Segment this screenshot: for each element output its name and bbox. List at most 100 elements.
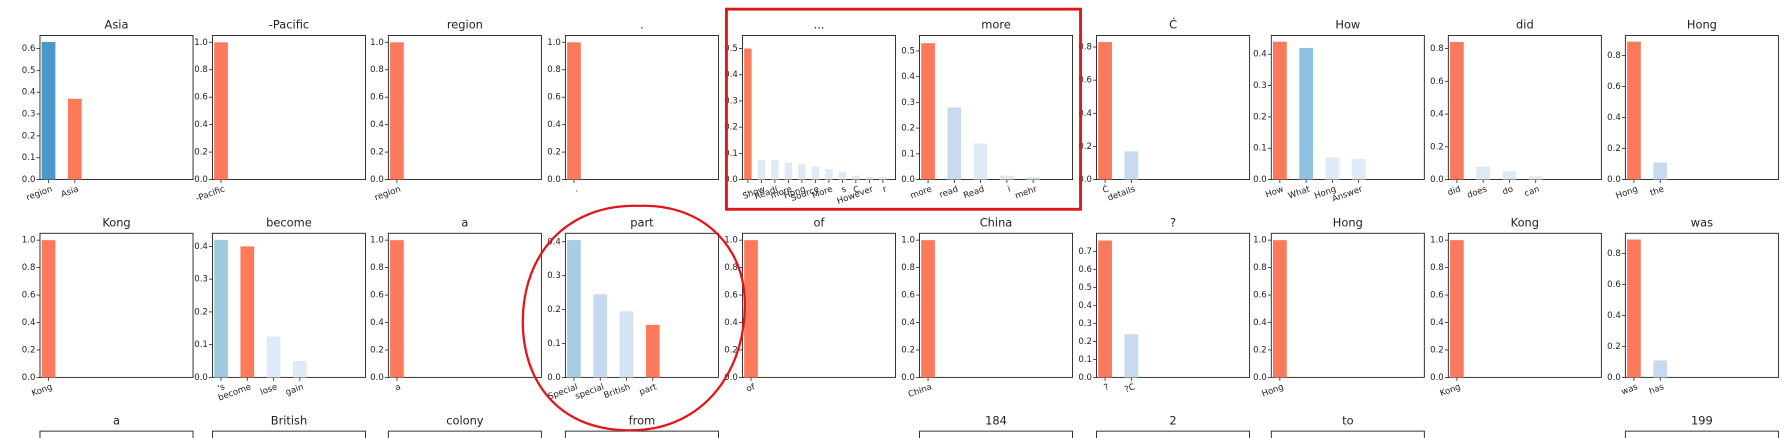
y-tick-label: 0.8 [1078,43,1092,53]
y-tick-label: 0.7 [1078,247,1092,257]
bar [784,162,793,180]
y-tick-label: 0.5 [901,46,915,56]
y-tick-label: 0.2 [724,123,738,133]
chart-title: a [113,413,120,427]
chart-title: 2 [1169,413,1176,427]
chart-title: -Pacific [269,18,309,32]
y-tick-label: 0.8 [1607,249,1621,259]
chart-title: British [271,413,307,427]
y-tick-label: 1.0 [370,236,384,246]
bar [1124,334,1139,378]
y-tick-label: 0.5 [724,44,738,54]
axes-frame [1096,232,1251,378]
x-tick-label: part [638,382,659,398]
bar [41,42,56,180]
y-tick-label: 0.4 [1430,110,1444,120]
bar [825,169,833,180]
y-tick-label: 0.0 [1607,175,1621,185]
y-tick-label: 0.0 [547,373,561,383]
y-tick-label: 0.4 [901,72,915,82]
y-tick-label: 0.6 [1607,280,1621,290]
y-tick-label: 0.4 [724,70,738,80]
y-tick-label: 1.0 [901,236,915,246]
y-tick-label: 0.6 [1430,77,1444,87]
y-tick-label: 0.1 [1078,355,1092,365]
bar [1627,41,1641,180]
y-tick-label: 0.2 [194,307,208,317]
x-tick-label: Asia [60,184,80,200]
bar [921,43,935,180]
bar [567,240,581,378]
chart-title: to [1342,413,1353,427]
y-tick-label: 0.3 [1078,319,1092,329]
x-tick-label: the [1649,184,1666,198]
bar [973,143,988,180]
y-tick-label: 0.3 [22,110,36,120]
bar [41,240,56,378]
x-tick-label: ? [1103,382,1111,393]
chart-title: become [266,215,312,229]
axes-frame [1447,34,1602,181]
bar [1273,240,1287,378]
axes-frame [1270,430,1425,438]
x-tick-label: Kong [30,382,53,399]
y-tick-label: 0.4 [724,318,738,328]
chart-title: Kong [1511,215,1539,229]
bar [1476,166,1491,180]
y-tick-label: 0.0 [1607,373,1621,383]
y-tick-label: 0.6 [1607,82,1621,92]
y-tick-label: 0.0 [901,373,915,383]
axes-frame [1624,232,1779,378]
y-tick-label: 0.4 [1078,301,1092,311]
x-tick-label: Kong [1439,382,1462,399]
y-tick-label: 0.6 [22,44,36,54]
axes-frame [39,430,194,438]
chart-title: colony [446,413,484,427]
y-tick-label: 0.0 [724,175,738,185]
y-tick-label: 0.2 [194,148,208,158]
x-tick-label: Read [962,184,986,201]
bar [214,239,228,378]
bar [1627,239,1641,378]
y-tick-label: 0.2 [370,345,384,355]
axes-frame [1270,232,1425,378]
bar [1026,176,1040,180]
y-tick-label: 0.0 [194,175,208,185]
x-tick-label: ?Ċ [1123,381,1137,395]
chart-title: 199 [1691,413,1713,427]
axes-frame [919,34,1074,181]
x-tick-label: a [394,382,402,393]
bar [567,42,581,180]
y-tick-label: 0.0 [194,373,208,383]
bar [838,171,847,180]
axes-frame [919,430,1074,438]
y-tick-label: 0.8 [370,263,384,273]
bar [1098,42,1112,180]
bar [1299,47,1313,180]
chart-title: Asia [105,18,129,32]
y-tick-label: 0.6 [1253,291,1267,301]
y-tick-label: 0.2 [1078,142,1092,152]
axes-frame [1270,34,1425,181]
y-tick-label: 1.0 [724,236,738,246]
bar [1450,240,1464,378]
axes-frame [387,232,542,378]
y-tick-label: 0.2 [22,131,36,141]
y-tick-label: 0.4 [1430,318,1444,328]
y-tick-label: 0.2 [1253,345,1267,355]
y-tick-label: 0.2 [547,305,561,315]
bar [1528,176,1543,180]
y-tick-label: 0.3 [547,271,561,281]
axes-frame [919,232,1074,378]
axes-frame [387,34,542,181]
bar [593,294,608,378]
bar [390,42,404,180]
bar [1000,175,1014,180]
x-tick-label: What [1287,184,1312,201]
axes-frame [39,34,194,181]
y-tick-label: 0.4 [901,318,915,328]
y-tick-label: 0.0 [1430,175,1444,185]
chart-title: part [630,215,654,229]
y-tick-label: 0.6 [1078,76,1092,86]
